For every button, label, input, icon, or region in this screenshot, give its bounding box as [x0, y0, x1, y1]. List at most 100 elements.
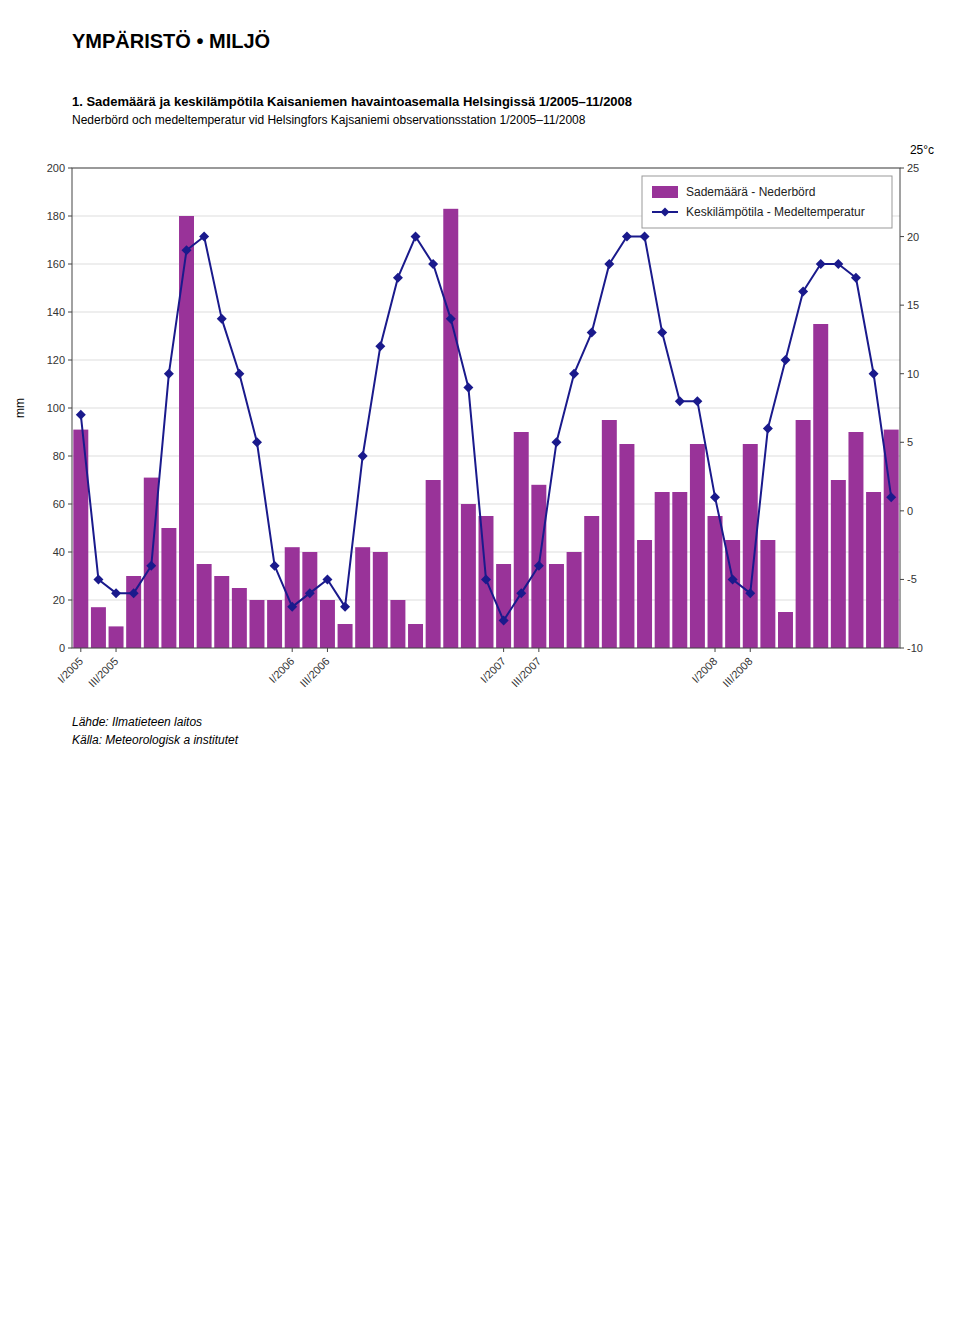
bar-series — [73, 209, 898, 648]
y2-tick — [900, 168, 904, 169]
marker — [604, 259, 614, 269]
source-note: Källa: Meteorologisk a institutet — [72, 733, 239, 747]
y-tick — [68, 504, 72, 505]
x-tick — [116, 648, 117, 652]
legend-swatch — [652, 186, 678, 198]
y-tick — [68, 408, 72, 409]
y-tick — [68, 600, 72, 601]
background — [0, 0, 960, 1336]
plot-area — [73, 209, 898, 648]
y-tick-label: 80 — [53, 450, 65, 462]
bar — [479, 516, 494, 648]
y-tick — [68, 360, 72, 361]
y-axis: 020406080100120140160180200 — [47, 162, 72, 654]
source-note: Lähde: Ilmatieteen laitos — [72, 715, 202, 729]
grid-line — [72, 456, 900, 457]
bar — [197, 564, 212, 648]
x-tick — [715, 648, 716, 652]
bar — [531, 485, 546, 648]
legend-marker — [661, 208, 670, 217]
y-tick — [68, 168, 72, 169]
marker — [252, 437, 262, 447]
bar — [514, 432, 529, 648]
line — [81, 237, 891, 621]
x-tick-label: I/2005 — [55, 655, 85, 685]
y-tick-label: 200 — [47, 162, 65, 174]
marker — [217, 314, 227, 324]
marker — [358, 451, 368, 461]
grid-line — [72, 408, 900, 409]
y2-tick-label: 15 — [907, 299, 919, 311]
marker — [587, 328, 597, 338]
marker — [622, 232, 632, 242]
bar — [584, 516, 599, 648]
x-tick-label: III/2005 — [86, 655, 120, 689]
x-tick — [80, 648, 81, 652]
y-tick-label: 160 — [47, 258, 65, 270]
grid-line — [72, 264, 900, 265]
bar — [320, 600, 335, 648]
y-tick-label: 20 — [53, 594, 65, 606]
marker — [393, 273, 403, 283]
marker — [411, 232, 421, 242]
marker — [322, 574, 332, 584]
bar — [602, 420, 617, 648]
y2-tick-label: 0 — [907, 505, 913, 517]
bar — [249, 600, 264, 648]
bar — [390, 600, 405, 648]
y2-tick-label: 5 — [907, 436, 913, 448]
bar — [338, 624, 353, 648]
grid-line — [72, 360, 900, 361]
marker — [569, 369, 579, 379]
bar — [848, 432, 863, 648]
y2-tick-label: 25 — [907, 162, 919, 174]
y-axis-label: mm — [13, 398, 27, 418]
marker — [816, 259, 826, 269]
x-tick — [503, 648, 504, 652]
y2-tick-label: -10 — [907, 642, 923, 654]
marker — [76, 410, 86, 420]
legend-box — [642, 176, 892, 228]
plot-frame — [72, 168, 900, 648]
marker — [745, 588, 755, 598]
bar — [655, 492, 670, 648]
bar — [866, 492, 881, 648]
grid-line — [72, 312, 900, 313]
bar — [373, 552, 388, 648]
marker — [481, 574, 491, 584]
marker — [516, 588, 526, 598]
marker — [129, 588, 139, 598]
bar — [778, 612, 793, 648]
marker — [710, 492, 720, 502]
marker — [428, 259, 438, 269]
bar — [91, 607, 106, 648]
line-series — [76, 232, 896, 626]
marker — [798, 286, 808, 296]
y2-axis-label: 25°c — [910, 143, 934, 157]
bar — [549, 564, 564, 648]
marker — [657, 328, 667, 338]
bar — [567, 552, 582, 648]
bar — [443, 209, 458, 648]
marker — [446, 314, 456, 324]
y-tick-label: 100 — [47, 402, 65, 414]
y-tick — [68, 216, 72, 217]
y2-tick — [900, 305, 904, 306]
y2-tick-label: -5 — [907, 573, 917, 585]
bar — [813, 324, 828, 648]
title: 1. Sademäärä ja keskilämpötila Kaisaniem… — [72, 94, 632, 109]
bar — [708, 516, 723, 648]
marker — [833, 259, 843, 269]
grid — [72, 168, 900, 648]
marker — [780, 355, 790, 365]
y-tick — [68, 456, 72, 457]
y-tick-label: 40 — [53, 546, 65, 558]
y2-tick-label: 10 — [907, 368, 919, 380]
marker — [499, 616, 509, 626]
y-tick-label: 60 — [53, 498, 65, 510]
subtitle: Nederbörd och medeltemperatur vid Helsin… — [72, 113, 586, 127]
marker — [728, 574, 738, 584]
y2-tick-label: 20 — [907, 231, 919, 243]
bar — [760, 540, 775, 648]
y2-tick — [900, 236, 904, 237]
